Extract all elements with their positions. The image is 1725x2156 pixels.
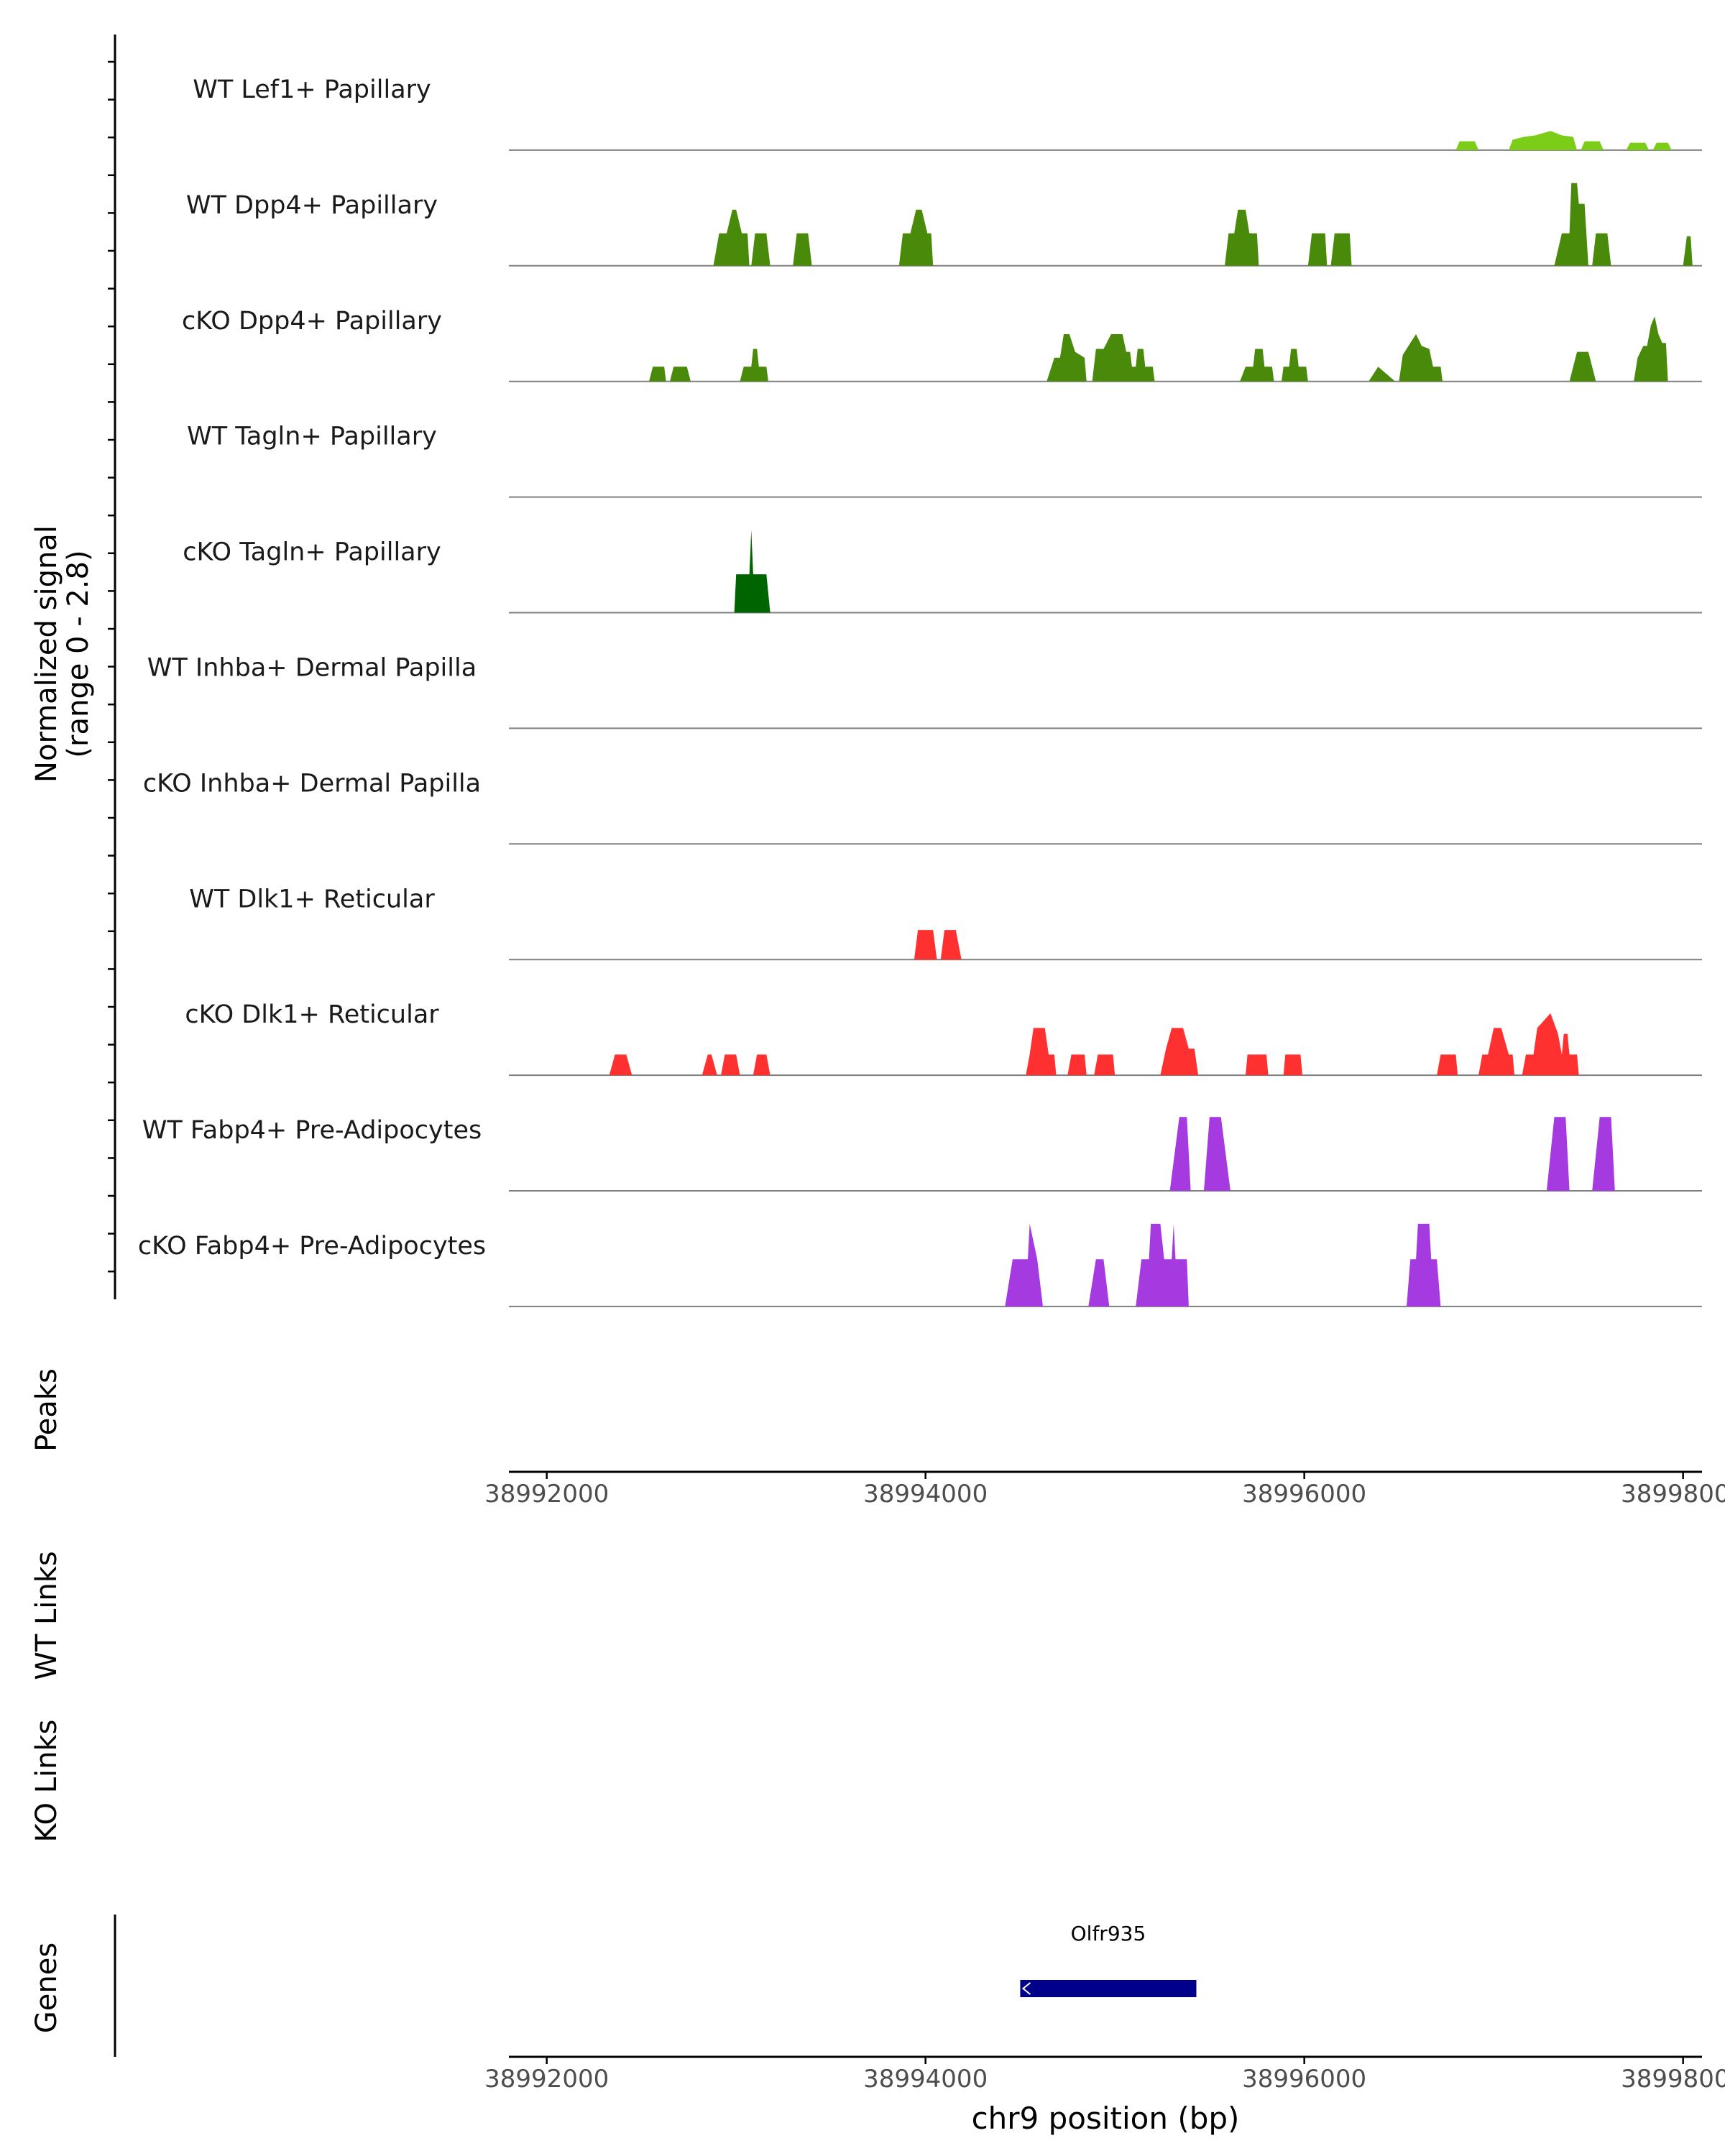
track: cKO Tagln+ Papillary — [183, 530, 1702, 614]
coverage-area — [649, 316, 1668, 382]
track: cKO Inhba+ Dermal Papilla — [143, 769, 1702, 845]
x-tick-label: 38996000 — [1242, 2065, 1366, 2093]
track: WT Inhba+ Dermal Papilla — [147, 654, 1702, 729]
x-tick-label: 38998000 — [1621, 1480, 1725, 1508]
y-axis-title-line1: Normalized signal — [30, 525, 63, 783]
track-label: WT Lef1+ Papillary — [193, 75, 431, 104]
x-tick-label: 38996000 — [1242, 1480, 1366, 1508]
track: cKO Dlk1+ Reticular — [185, 1000, 1702, 1077]
gene-body — [1020, 1980, 1197, 1997]
track-label: cKO Dlk1+ Reticular — [185, 1000, 439, 1029]
track-label: WT Tagln+ Papillary — [187, 423, 437, 451]
track-label: cKO Tagln+ Papillary — [183, 538, 441, 567]
x-tick-label: 38994000 — [863, 1480, 988, 1508]
coverage-area — [609, 1013, 1579, 1076]
track: cKO Fabp4+ Pre-Adipocytes — [138, 1223, 1702, 1307]
x-tick-label: 38998000 — [1621, 2065, 1725, 2093]
coverage-area — [734, 530, 770, 613]
ko-links-panel-label: KO Links — [30, 1720, 63, 1843]
coverage-area — [914, 930, 962, 960]
track-label: WT Dlk1+ Reticular — [189, 885, 435, 913]
coverage-tracks: WT Lef1+ Papillary WT Dpp4+ Papillary cKO … — [138, 75, 1702, 1307]
track: WT Lef1+ Papillary — [193, 75, 1702, 151]
gene-annotations: Olfr935 — [1020, 1922, 1197, 1997]
x-tick-label: 38992000 — [484, 1480, 609, 1508]
track: cKO Dpp4+ Papillary — [182, 307, 1702, 382]
track-label: cKO Fabp4+ Pre-Adipocytes — [138, 1232, 486, 1261]
strand-arrow — [1021, 1982, 1031, 1995]
x-tick-label: 38994000 — [863, 2065, 988, 2093]
peaks-x-axis: 38992000 38994000 38996000 38998000 — [484, 1472, 1725, 1508]
track: WT Fabp4+ Pre-Adipocytes — [142, 1116, 1702, 1192]
gene-name: Olfr935 — [1071, 1922, 1146, 1945]
x-axis-title: chr9 position (bp) — [972, 2101, 1240, 2136]
y-axis-title-line2: (range 0 - 2.8) — [62, 550, 95, 757]
genes-panel-label: Genes — [30, 1943, 63, 2033]
track-label: WT Inhba+ Dermal Papilla — [147, 654, 477, 683]
y-axis-ticks — [108, 60, 115, 1273]
track: WT Dpp4+ Papillary — [186, 183, 1702, 267]
coverage-area — [1455, 131, 1672, 150]
coverage-area — [1169, 1117, 1615, 1191]
genes-x-axis: 38992000 38994000 38996000 38998000 — [484, 2057, 1725, 2093]
track: WT Dlk1+ Reticular — [189, 885, 1702, 961]
x-tick-label: 38992000 — [484, 2065, 609, 2093]
track-label: WT Fabp4+ Pre-Adipocytes — [142, 1116, 482, 1145]
wt-links-panel-label: WT Links — [30, 1551, 63, 1680]
coverage-area — [713, 183, 1693, 266]
peaks-panel-label: Peaks — [30, 1368, 63, 1452]
track: WT Tagln+ Papillary — [187, 423, 1702, 498]
track-label: WT Dpp4+ Papillary — [186, 191, 438, 220]
track-label: cKO Dpp4+ Papillary — [182, 307, 442, 336]
track-label: cKO Inhba+ Dermal Papilla — [143, 769, 481, 798]
